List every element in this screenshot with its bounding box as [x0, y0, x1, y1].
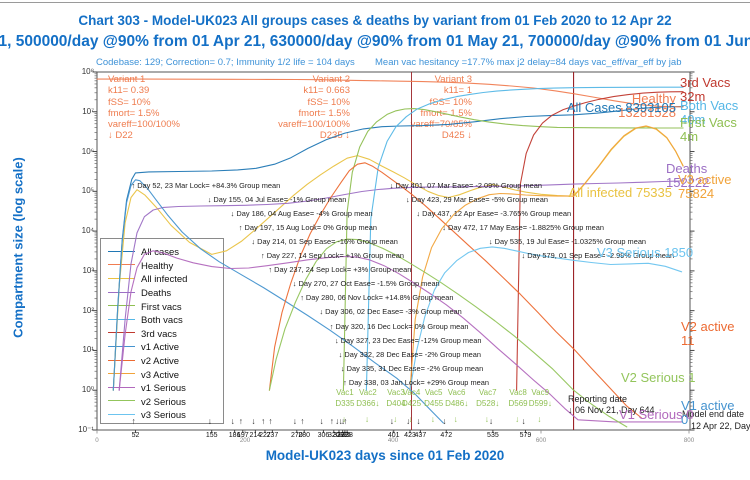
variant-param-line: D425 ↓: [441, 130, 472, 142]
legend-line-sample: [108, 400, 135, 402]
variant-param-line: k11= 1: [443, 85, 472, 97]
chart-title: Chart 303 - Model-UK023 All groups cases…: [78, 13, 672, 28]
legend-line-sample: [108, 277, 135, 279]
legend-line-sample: [108, 250, 135, 252]
legend-line-sample: [108, 291, 135, 293]
legend-item: All cases: [108, 244, 179, 258]
variant-1-params: Variant 1 k11= 0.39 fSS= 10% fmort= 1.5% var…: [108, 74, 208, 142]
legend-item: Both vacs: [108, 312, 183, 326]
variant-param-line: D235 ↓: [319, 130, 350, 142]
legend-item-label: All infected: [141, 274, 188, 286]
legend-line-sample: [108, 386, 135, 388]
variant-param-line: ↓ D22: [108, 130, 133, 142]
variant-2-params: Variant 2 k11= 0.663 fSS= 10% fmort= 1.5% va…: [246, 74, 350, 142]
legend-item-label: v1 Active: [141, 342, 180, 354]
variant-3-params: Variant 3 k11= 1 fSS= 10% fmort= 1.5% vareff…: [386, 74, 472, 142]
legend-line-sample: [108, 332, 135, 334]
legend-line-sample: [108, 359, 135, 361]
legend-line-sample: [108, 413, 135, 415]
top-border-line: [0, 2, 750, 3]
variant-param-line: k11= 0.663: [303, 85, 350, 97]
legend-item: v3 Serious: [108, 407, 186, 422]
variant-param-line: fmort= 1.5%: [108, 107, 160, 119]
legend-line-sample: [108, 373, 135, 375]
variant-param-line: Variant 2: [312, 74, 350, 85]
legend-item: v1 Serious: [108, 380, 186, 394]
legend-item: v2 Active: [108, 353, 179, 367]
variant-param-line: fSS= 10%: [429, 96, 472, 108]
legend-item: 3rd vacs: [108, 326, 177, 340]
variant-param-line: Variant 3: [434, 74, 472, 85]
legend-line-sample: [108, 318, 135, 320]
variant-param-line: fmort= 1.5%: [298, 107, 350, 119]
variant-param-line: k11= 0.39: [108, 85, 150, 97]
chart-subtitle: Mar 21, 500000/day @90% from 01 Apr 21, …: [0, 33, 750, 50]
codebase-info: Codebase: 129; Correction= 0.7; Immunity…: [96, 57, 355, 68]
variant-param-line: fSS= 10%: [108, 96, 151, 108]
legend: All cases Healthy All infected Deaths First …: [100, 238, 224, 424]
legend-item: v1 Active: [108, 339, 180, 354]
legend-line-sample: [108, 345, 135, 347]
variant-param-line: fmort= 1.5%: [420, 107, 472, 119]
legend-item: Deaths: [108, 285, 171, 299]
legend-item: First vacs: [108, 298, 182, 313]
variant-param-line: vareff=70/85%: [410, 119, 472, 131]
legend-item: All infected: [108, 271, 188, 286]
legend-line-sample: [108, 264, 135, 266]
x-axis-label: Model-UK023 days since 01 Feb 2020: [265, 448, 505, 463]
variant-param-line: vareff=100/100%: [108, 119, 180, 131]
variant-param-line: Variant 1: [108, 74, 146, 85]
legend-item-label: v3 Active: [141, 369, 180, 381]
legend-item: v2 Serious: [108, 394, 186, 408]
legend-item-label: v3 Serious: [141, 410, 186, 422]
vac-hesitancy-info: Mean vac hesitancy =17.7% max j2 delay=8…: [375, 57, 682, 68]
legend-item-label: First vacs: [141, 301, 182, 313]
variant-param-line: fSS= 10%: [307, 96, 350, 108]
legend-item: Healthy: [108, 258, 173, 272]
legend-item: v3 Active: [108, 366, 180, 381]
legend-line-sample: [108, 305, 135, 307]
variant-param-line: vareff=100/100%: [278, 119, 350, 131]
